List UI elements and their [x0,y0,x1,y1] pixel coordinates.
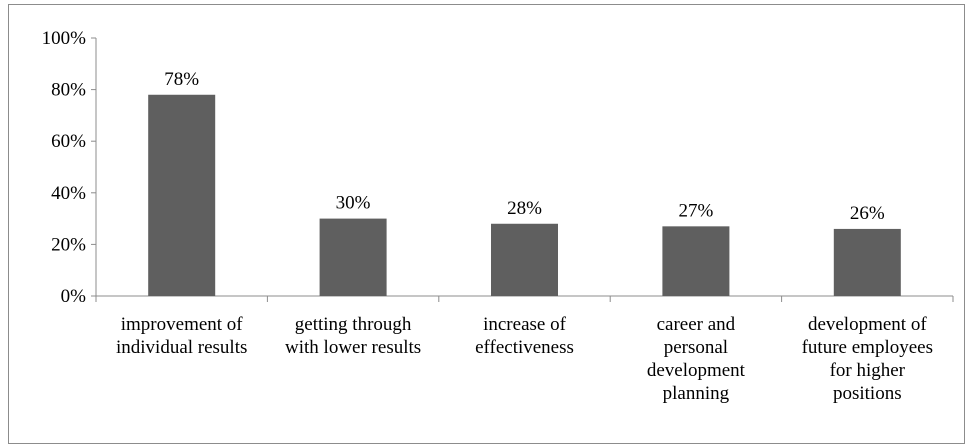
data-label: 78% [164,69,199,90]
x-category-label-line: improvement of [121,314,244,335]
x-category-label-line: individual results [116,337,247,358]
x-category-label-line: development of [808,314,927,335]
x-category-label-line: future employees [802,337,933,358]
x-category-label-line: career and [657,314,736,335]
x-category-label-line: development [647,360,746,381]
x-category-label-line: increase of [483,314,566,335]
data-label: 27% [678,200,713,221]
data-label: 30% [336,193,371,214]
x-category-label-line: positions [833,383,902,404]
x-category-label-line: getting through [295,314,412,335]
bar [662,226,730,296]
x-category-label: getting through with lower results [285,314,421,358]
y-tick-label: 100% [42,28,87,49]
bar-chart: 0% 20% 40% 60% 80% 100% 78% improvement of indiv… [42,28,954,404]
x-category-label: development of future employees for higher… [802,314,933,404]
x-category-label-line: personal [664,337,728,358]
x-category-label-line: for higher [830,360,906,381]
y-tick-label: 20% [51,234,86,255]
bar [491,223,558,296]
y-tick-label: 40% [51,183,86,204]
x-category-label: career and personal development planning [647,314,746,404]
data-label: 26% [850,203,885,224]
x-category-label: increase of effectiveness [475,314,574,358]
bar [148,94,216,296]
x-category-label-line: effectiveness [475,337,574,358]
x-category-label: improvement of individual results [116,314,247,358]
x-category-label-line: with lower results [285,337,421,358]
y-tick-label: 60% [51,131,86,152]
y-tick-label: 80% [51,80,86,101]
x-category-label-line: planning [663,383,730,404]
bar [833,228,901,296]
data-label: 28% [507,198,542,219]
y-tick-label: 0% [61,286,87,307]
bar [319,218,387,296]
